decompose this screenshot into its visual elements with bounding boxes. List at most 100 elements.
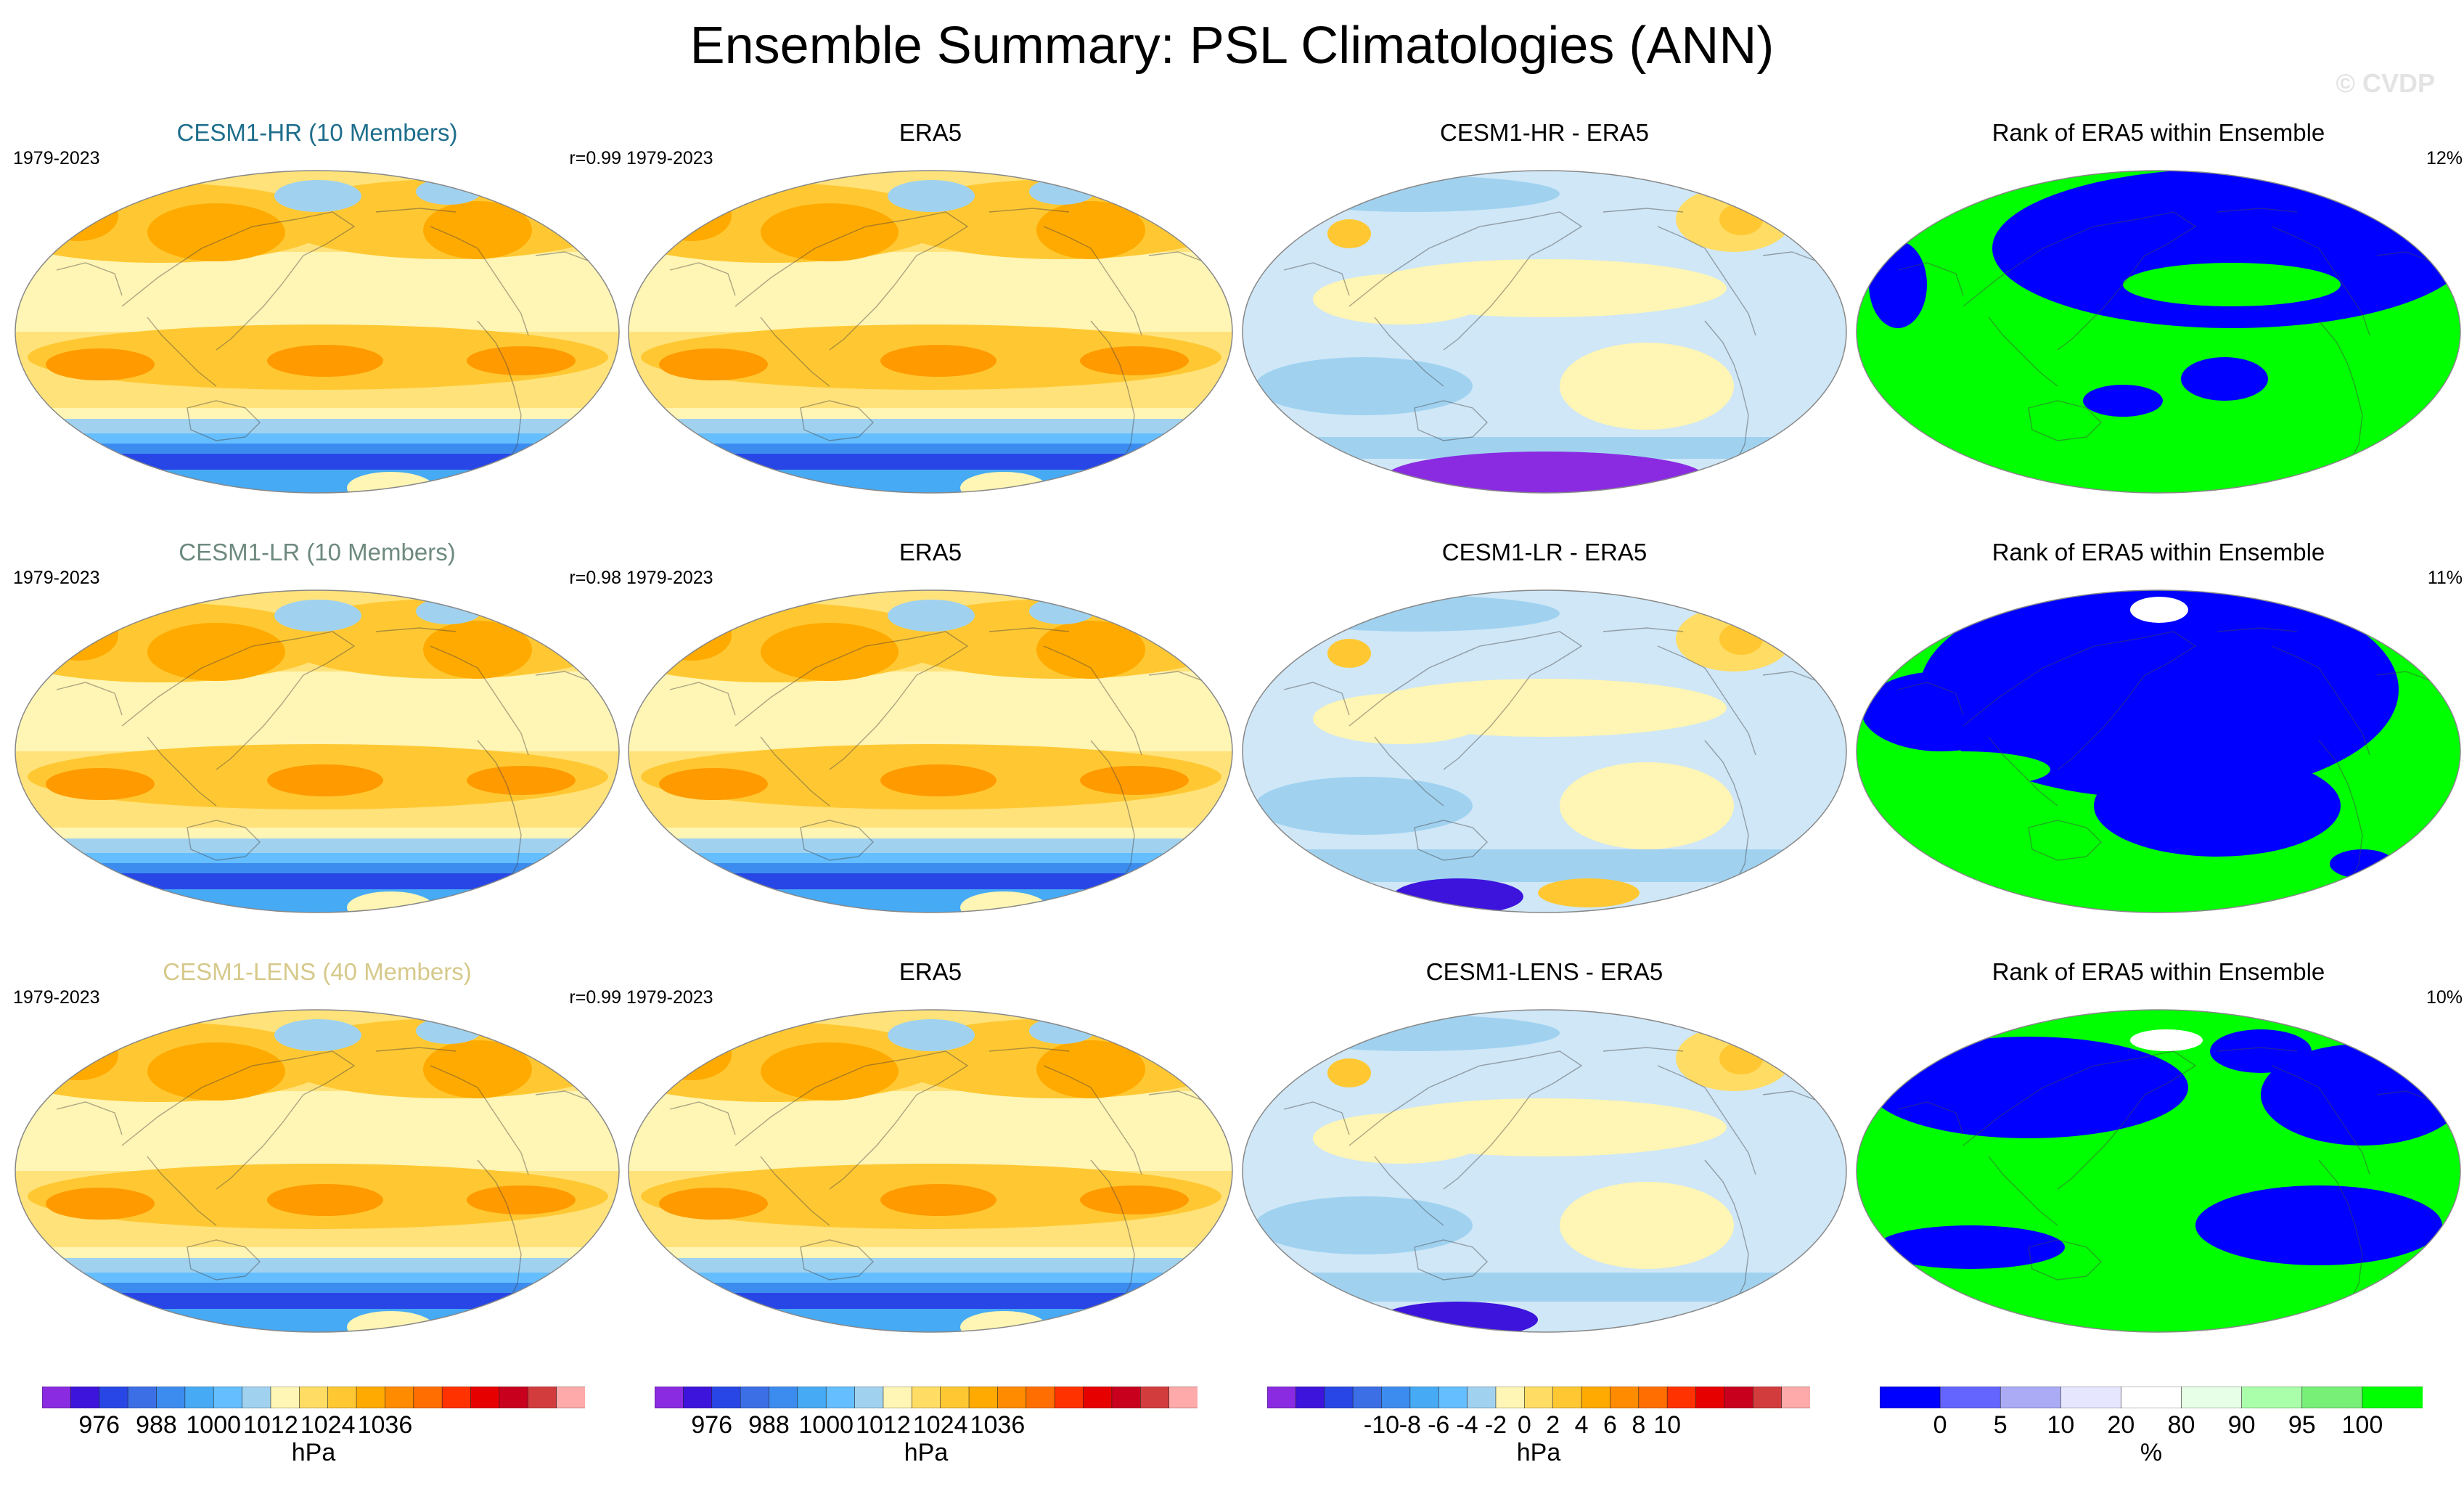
map-outline (628, 589, 1233, 913)
diff-neg-south (1255, 1196, 1473, 1254)
coastline-4 (2028, 1239, 2102, 1281)
panel-period-label: 1979-2023 (13, 568, 100, 588)
colorbar-swatches (41, 1386, 586, 1409)
antarctic-band (629, 889, 1232, 913)
south-atlantic-high (467, 346, 576, 375)
map-outline (15, 1009, 620, 1333)
coastline-4 (1414, 400, 1488, 441)
panel-correlation: r=0.98 (569, 568, 621, 588)
colorbar-tick-label: 2 (1546, 1411, 1560, 1439)
colorbar-swatch (527, 1386, 557, 1409)
map-psl (15, 170, 620, 494)
atlantic-high (1036, 201, 1145, 259)
coastline-3 (477, 740, 522, 886)
colorbar-swatch (2000, 1386, 2062, 1409)
coastline-4 (1414, 820, 1488, 861)
colorbar-swatch (156, 1386, 186, 1409)
map-panel-diff: CESM1-LENS - ERA5 (1240, 958, 1849, 1336)
icelandic-low (1029, 598, 1094, 624)
antarctic-band (15, 889, 619, 913)
colorbar-swatch (385, 1386, 414, 1409)
tropical-low-band (15, 252, 619, 332)
map-panel-psl: CESM1-LR (10 Members) 1979-2023 r=0.98 (13, 539, 621, 916)
map-outline (15, 170, 620, 494)
panel-title: CESM1-LR (10 Members) (179, 539, 456, 566)
map-outline (15, 589, 620, 913)
southern-gradient-2 (629, 433, 1232, 444)
colorbar-swatch (2181, 1386, 2243, 1409)
aleutian-low (888, 180, 975, 212)
coastline-6 (375, 627, 457, 632)
coastline-1 (1374, 1156, 1444, 1226)
colorbar-unit: hPa (291, 1439, 336, 1466)
panel-title: CESM1-HR (10 Members) (176, 119, 458, 146)
colorbar-tick-label: 1036 (357, 1411, 413, 1439)
colorbar-unit: hPa (1516, 1439, 1561, 1466)
panel-correlation: r=0.99 (569, 148, 621, 168)
circumpolar-trough (15, 1293, 619, 1309)
coastline-7 (1762, 671, 1822, 683)
southern-gradient-2 (629, 1273, 1232, 1283)
colorbar-tick-label: 988 (748, 1411, 790, 1439)
rank-indian-low (1862, 671, 2021, 751)
colorbar-swatch (1026, 1386, 1055, 1409)
panel-title: Rank of ERA5 within Ensemble (1992, 958, 2325, 985)
coastline-5 (56, 262, 123, 296)
colorbar-swatch (327, 1386, 357, 1409)
map-panel-rank: Rank of ERA5 within Ensemble 10% (1854, 958, 2463, 1336)
colorbar-swatch (242, 1386, 271, 1409)
panel-title: ERA5 (899, 958, 962, 985)
southern-gradient-3 (629, 444, 1232, 454)
colorbar-tick-label: -2 (1484, 1411, 1507, 1439)
diff-pos-south (1560, 343, 1734, 430)
coastline-7 (1762, 1090, 1822, 1103)
coastline-5 (669, 262, 736, 296)
indian-ocean-high (659, 768, 768, 800)
southern-gradient-1 (629, 419, 1232, 433)
colorbar-swatch (1581, 1386, 1611, 1409)
colorbar-swatch (1524, 1386, 1554, 1409)
colorbar-tick-label: 0 (1933, 1411, 1947, 1439)
colorbar-swatch (356, 1386, 386, 1409)
rank-south-pacific-low (2094, 755, 2341, 857)
coastline-3 (2318, 740, 2363, 886)
southern-gradient-2 (15, 1273, 619, 1283)
coastline-4 (2028, 820, 2102, 861)
south-pacific-high (267, 345, 383, 377)
colorbar-swatch (1054, 1386, 1084, 1409)
coastline-3 (1090, 320, 1135, 467)
colorbar-tick-label: 20 (2107, 1411, 2135, 1439)
coastline-0 (734, 211, 969, 351)
colorbar-swatch (441, 1386, 472, 1409)
colorbar-swatch (470, 1386, 500, 1409)
south-atlantic-high (1080, 1185, 1189, 1214)
colorbar-tick-label: 4 (1574, 1411, 1589, 1439)
coastline-0 (121, 1050, 356, 1190)
colorbar-tick-label: 1000 (186, 1411, 242, 1439)
colorbar-swatch (1666, 1386, 1697, 1409)
panel-rank-percent: 11% (2427, 568, 2463, 588)
diff-pos-west (1313, 693, 1487, 744)
coastline-6 (2217, 208, 2298, 213)
map-outline (1242, 589, 1847, 913)
map-outline (1856, 589, 2461, 913)
map-panel-diff: CESM1-HR - ERA5 (1240, 119, 1849, 497)
colorbar-swatch (1381, 1386, 1411, 1409)
colorbar-tick-label: 1036 (970, 1411, 1026, 1439)
colorbar-tick-label: 0 (1517, 1411, 1531, 1439)
colorbar-swatch (1724, 1386, 1754, 1409)
coastline-2 (2271, 645, 2370, 756)
southern-gradient-1 (629, 1258, 1232, 1273)
south-pacific-high (267, 764, 383, 796)
rank-south-atlantic-low (2195, 1185, 2442, 1265)
colorbar-tick-label: 95 (2288, 1411, 2316, 1439)
colorbar-unit: hPa (904, 1439, 949, 1466)
panel-title: CESM1-LR - ERA5 (1441, 539, 1648, 566)
pacific-high (147, 1042, 285, 1101)
colorbar: 976 988 1000 1012 1024 1036 hPa (654, 1386, 1198, 1481)
circumpolar-trough (15, 873, 619, 889)
antarctic-band (629, 1309, 1232, 1332)
aleutian-low (274, 600, 361, 632)
colorbar-swatch (1695, 1386, 1725, 1409)
colorbar-swatch (997, 1386, 1027, 1409)
